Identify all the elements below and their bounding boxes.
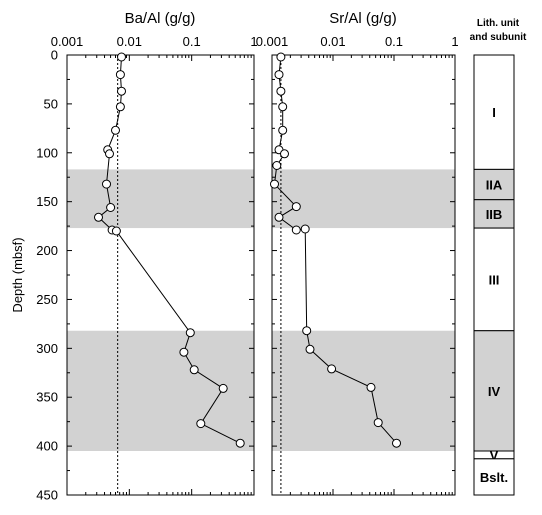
sr-data-point <box>327 364 337 374</box>
sr-x-tick-label: 1 <box>451 34 458 49</box>
sr-data-point <box>272 161 282 170</box>
depth-tick-label: 100 <box>36 145 58 160</box>
ba-data-point <box>117 86 126 96</box>
depth-tick-label: 250 <box>36 292 58 307</box>
sr-axis-ticks: 0.001 0.01 0.1 1 <box>256 34 459 495</box>
lith-unit-label: V <box>490 448 499 463</box>
shaded-intervals <box>67 169 455 451</box>
ba-data-point <box>218 383 228 393</box>
sr-data-point <box>270 179 279 189</box>
sr-x-tick-label: 0.01 <box>320 34 345 49</box>
ba-data-point <box>235 438 245 448</box>
ba-data-point <box>189 365 199 375</box>
sr-data-point <box>274 70 284 80</box>
sr-series <box>270 52 401 448</box>
depth-tick-label: 50 <box>44 96 58 111</box>
sr-data-point <box>300 224 310 234</box>
sr-data-point <box>291 225 301 235</box>
ba-data-point <box>105 149 114 159</box>
lith-header-line2: and subunit <box>470 32 527 43</box>
lith-unit-label: IV <box>488 384 501 399</box>
ba-data-point <box>115 70 125 80</box>
ba-x-tick-label: 0.001 <box>51 34 84 49</box>
sr-panel-title: Sr/Al (g/g) <box>329 10 397 27</box>
lith-unit-box <box>473 168 515 201</box>
sr-data-point <box>291 202 301 212</box>
ba-data-point <box>179 347 189 357</box>
sr-data-point <box>280 149 289 159</box>
lith-unit-label: IIA <box>486 178 503 193</box>
ba-data-point <box>115 102 125 112</box>
lith-unit-box <box>473 458 515 496</box>
sr-data-point <box>392 438 401 448</box>
sr-data-point <box>302 326 312 336</box>
depth-tick-label: 350 <box>36 390 58 405</box>
depth-tick-label: 200 <box>36 243 58 258</box>
ba-data-point <box>94 212 103 222</box>
shaded-interval-0-panel-1 <box>272 169 455 229</box>
ba-data-point <box>111 125 120 135</box>
ba-data-point <box>102 179 111 189</box>
ba-data-point <box>185 328 195 338</box>
ba-data-point <box>117 52 126 62</box>
sr-data-point <box>276 52 286 62</box>
ba-series <box>94 52 245 448</box>
depth-axis-title: Depth (mbsf) <box>10 237 25 312</box>
ba-data-point <box>106 203 116 212</box>
depth-tick-label: 450 <box>36 488 58 503</box>
ba-x-tick-label: 0.1 <box>183 34 201 49</box>
sr-data-point <box>278 125 288 135</box>
sr-x-tick-label: 0.001 <box>256 34 289 49</box>
sr-x-tick-label: 0.1 <box>385 34 403 49</box>
sr-data-point <box>278 102 288 112</box>
depth-tick-label: 0 <box>51 48 58 63</box>
lith-unit-label: I <box>492 105 496 120</box>
lith-unit-box <box>473 54 515 170</box>
sr-data-point <box>373 418 383 428</box>
depth-tick-label: 150 <box>36 194 58 209</box>
lith-unit-label: Bslt. <box>480 470 508 485</box>
depth-tick-label: 300 <box>36 341 58 356</box>
ba-data-point <box>111 226 121 236</box>
ba-x-tick-label: 0.01 <box>117 34 142 49</box>
shaded-interval-1-panel-1 <box>272 330 455 451</box>
lith-unit-box <box>473 330 515 452</box>
lith-header-line1: Lith. unit <box>477 18 520 29</box>
sr-data-point <box>276 86 286 96</box>
sr-data-point <box>366 382 376 392</box>
ba-x-tick-label: 1 <box>250 34 257 49</box>
lithology-column: I IIA IIB III IV V Bslt. <box>473 54 515 496</box>
ba-axis-ticks: 0.001 0.01 0.1 1 <box>51 34 258 495</box>
sr-data-point <box>305 344 315 354</box>
ba-panel-title: Ba/Al (g/g) <box>125 10 196 27</box>
lith-unit-label: IIB <box>486 207 503 222</box>
sr-data-point <box>274 212 284 222</box>
ba-data-point <box>196 419 206 429</box>
depth-tick-label: 400 <box>36 439 58 454</box>
lith-unit-label: III <box>489 272 500 287</box>
